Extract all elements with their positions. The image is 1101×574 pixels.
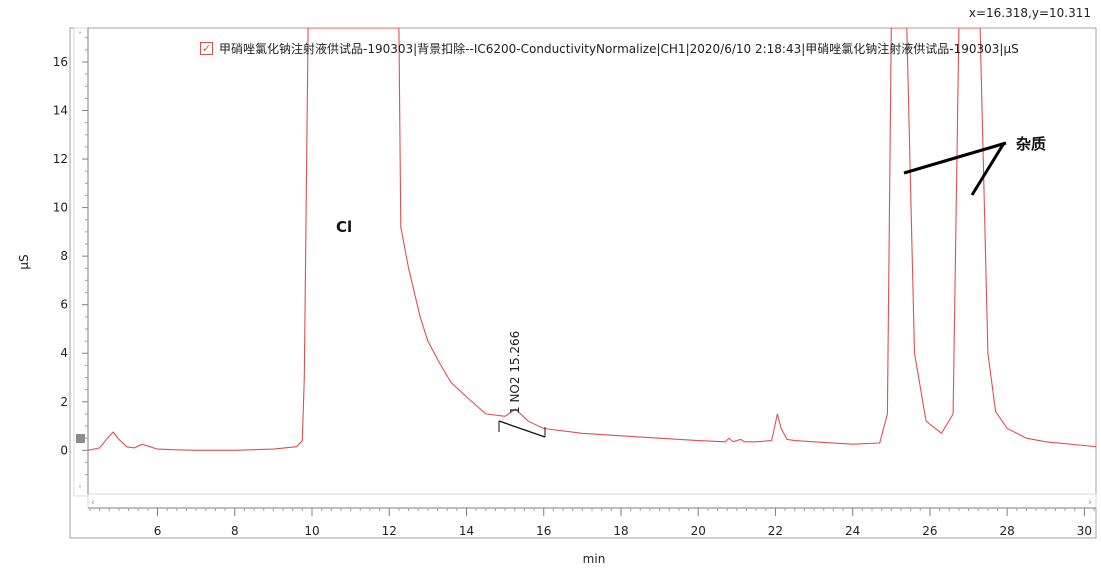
y-tick-label: 12 (53, 152, 68, 166)
scroll-grip-icon[interactable] (76, 434, 85, 443)
x-tick-label: 28 (1000, 524, 1015, 538)
y-tick-label: 14 (53, 104, 68, 118)
y-tick-label: 10 (53, 201, 68, 215)
x-tick-label: 6 (154, 524, 162, 538)
x-tick-label: 14 (459, 524, 474, 538)
coordinate-readout: x=16.318,y=10.311 (968, 6, 1091, 20)
x-axis-title: min (583, 552, 606, 566)
scroll-left-arrow-icon[interactable]: ‹ (91, 498, 95, 508)
x-tick-label: 18 (613, 524, 628, 538)
x-tick-label: 16 (536, 524, 551, 538)
scroll-up-arrow-icon[interactable]: ˄ (78, 31, 82, 40)
peak-label-no2: 1 NO2 15.266 (508, 331, 522, 414)
plot-area (69, 27, 1097, 539)
axis-ticks (82, 37, 1095, 516)
x-tick-label: 8 (231, 524, 239, 538)
impurity-pointer-lines (903, 141, 1007, 196)
y-tick-label: 8 (60, 249, 68, 263)
legend[interactable]: ✓ 甲硝唑氯化钠注射液供试品-190303|背景扣除--IC6200-Condu… (200, 40, 1019, 57)
x-tick-label: 12 (382, 524, 397, 538)
y-axis-title: μS (17, 254, 31, 269)
x-tick-label: 20 (691, 524, 706, 538)
scroll-down-arrow-icon[interactable]: ˅ (78, 485, 82, 494)
legend-checkbox[interactable]: ✓ (200, 42, 213, 55)
y-tick-label: 2 (60, 395, 68, 409)
cl-peak-label: Cl (336, 218, 352, 236)
y-tick-label: 16 (53, 55, 68, 69)
legend-series-label: 甲硝唑氯化钠注射液供试品-190303|背景扣除--IC6200-Conduct… (219, 42, 1019, 56)
x-tick-label: 30 (1077, 524, 1092, 538)
x-tick-label: 10 (304, 524, 319, 538)
no2-integration-marker (498, 420, 546, 438)
chromatogram-trace (88, 28, 1096, 451)
y-tick-label: 0 (60, 443, 68, 457)
x-tick-label: 26 (922, 524, 937, 538)
y-tick-label: 4 (60, 346, 68, 360)
impurity-label: 杂质 (1016, 135, 1046, 153)
horizontal-scrollbar[interactable]: ‹ › (87, 493, 1097, 509)
y-tick-label: 6 (60, 298, 68, 312)
x-tick-label: 24 (845, 524, 860, 538)
scroll-right-arrow-icon[interactable]: › (1088, 498, 1092, 508)
x-tick-label: 22 (768, 524, 783, 538)
